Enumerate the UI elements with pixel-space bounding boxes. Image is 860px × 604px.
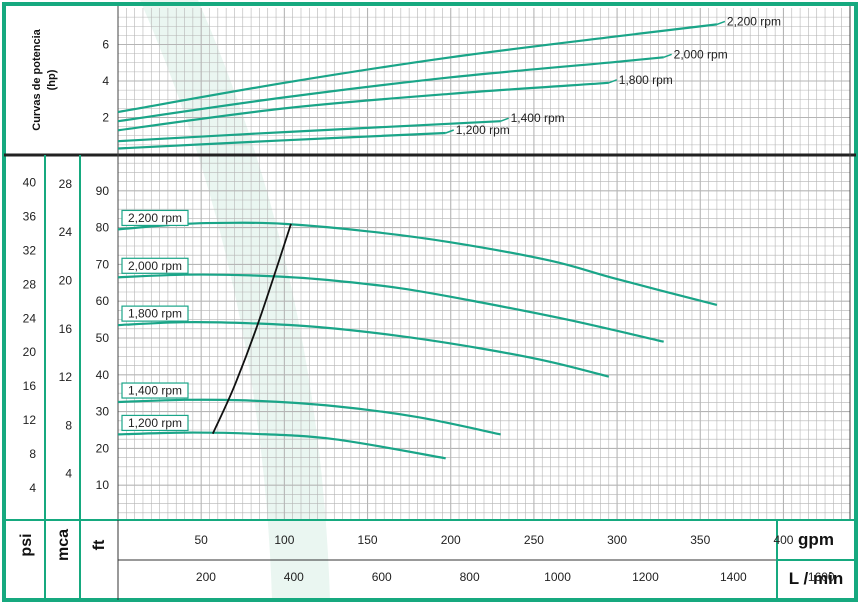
lmin-tick-label: 800 — [460, 570, 480, 584]
psi-tick-label: 20 — [23, 345, 37, 359]
gpm-tick-label: 50 — [195, 533, 209, 547]
lmin-tick-label: 1400 — [720, 570, 747, 584]
power-axis-title-line2: (hp) — [46, 69, 58, 90]
power-series-label: 1,800 rpm — [619, 73, 673, 87]
power-series-label: 1,400 rpm — [511, 111, 565, 125]
psi-tick-label: 12 — [23, 413, 37, 427]
head-series-label: 2,200 rpm — [128, 211, 182, 225]
head-curve — [117, 398, 501, 436]
head-series-label: 1,800 rpm — [128, 307, 182, 321]
gpm-tick-label: 400 — [773, 533, 793, 547]
power-label-leader — [663, 53, 672, 58]
psi-tick-label: 16 — [23, 379, 37, 393]
head-curve — [117, 273, 664, 343]
mca-tick-label: 12 — [59, 370, 73, 384]
ft-tick-label: 20 — [96, 441, 110, 455]
power-label-leader — [445, 129, 454, 134]
series-label-box — [121, 257, 189, 274]
head-curve — [117, 431, 446, 460]
power-label-leader — [500, 117, 509, 122]
gpm-tick-label: 200 — [441, 533, 461, 547]
gpm-tick-label: 100 — [274, 533, 294, 547]
ft-tick-label: 70 — [96, 257, 110, 271]
head-series-label: 1,200 rpm — [128, 416, 182, 430]
best-efficiency-line — [211, 223, 292, 435]
psi-tick-label: 36 — [23, 209, 37, 223]
power-curve — [117, 81, 609, 132]
mca-tick-label: 4 — [65, 467, 72, 481]
ft-tick-label: 60 — [96, 294, 110, 308]
lmin-tick-label: 1000 — [544, 570, 571, 584]
lmin-tick-label: 400 — [284, 570, 304, 584]
power-curve — [117, 131, 446, 150]
tick-labels: 2464036322824201612842824201612849080706… — [23, 38, 835, 585]
head-curve — [117, 321, 610, 378]
gpm-tick-label: 150 — [358, 533, 378, 547]
psi-tick-label: 32 — [23, 243, 37, 257]
curves — [117, 20, 726, 460]
power-series-label: 2,000 rpm — [674, 47, 728, 61]
power-series-label: 2,200 rpm — [727, 14, 781, 28]
psi-tick-label: 8 — [29, 447, 36, 461]
series-label-box — [121, 209, 189, 227]
power-curve — [117, 120, 501, 143]
lmin-tick-label: 600 — [372, 570, 392, 584]
ft-tick-label: 50 — [96, 331, 110, 345]
psi-tick-label: 24 — [23, 311, 37, 325]
ft-tick-label: 80 — [96, 221, 110, 235]
mca-tick-label: 16 — [59, 322, 73, 336]
series-label-box — [121, 305, 189, 322]
psi-unit-label: psi — [18, 533, 35, 556]
power-axis-title-line1: Curvas de potencia — [31, 28, 43, 130]
gpm-tick-label: 250 — [524, 533, 544, 547]
lmin-tick-label: 200 — [196, 570, 216, 584]
ft-unit-label: ft — [91, 539, 108, 550]
gpm-tick-label: 350 — [690, 533, 710, 547]
series-label-box — [121, 414, 189, 432]
power-series-label: 1,200 rpm — [456, 123, 510, 137]
psi-tick-label: 40 — [23, 175, 37, 189]
ft-tick-label: 30 — [96, 405, 110, 419]
mca-unit-label: mca — [55, 529, 72, 561]
power-tick-label: 2 — [102, 111, 109, 125]
mca-tick-label: 20 — [59, 274, 73, 288]
series-label-box — [121, 382, 189, 399]
lmin-tick-label: 1600 — [808, 570, 835, 584]
ft-tick-label: 10 — [96, 478, 110, 492]
head-series-label: 2,000 rpm — [128, 259, 182, 273]
watermark-band — [140, 0, 330, 600]
power-tick-label: 4 — [102, 74, 109, 88]
power-curve — [117, 23, 718, 114]
ft-tick-label: 40 — [96, 368, 110, 382]
head-series-label: 1,400 rpm — [128, 384, 182, 398]
psi-tick-label: 4 — [29, 481, 36, 495]
power-label-leader — [608, 79, 618, 84]
mca-tick-label: 28 — [59, 177, 73, 191]
power-curve — [117, 56, 664, 123]
gpm-unit-label: gpm — [798, 530, 834, 549]
mca-tick-label: 8 — [65, 418, 72, 432]
lmin-unit-label: L / min — [789, 569, 843, 588]
head-curve — [117, 221, 718, 306]
psi-tick-label: 28 — [23, 277, 37, 291]
mca-tick-label: 24 — [59, 225, 73, 239]
lmin-tick-label: 1200 — [632, 570, 659, 584]
gpm-tick-label: 300 — [607, 533, 627, 547]
power-label-leader — [716, 20, 726, 26]
power-tick-label: 6 — [102, 38, 109, 52]
ft-tick-label: 90 — [96, 184, 110, 198]
